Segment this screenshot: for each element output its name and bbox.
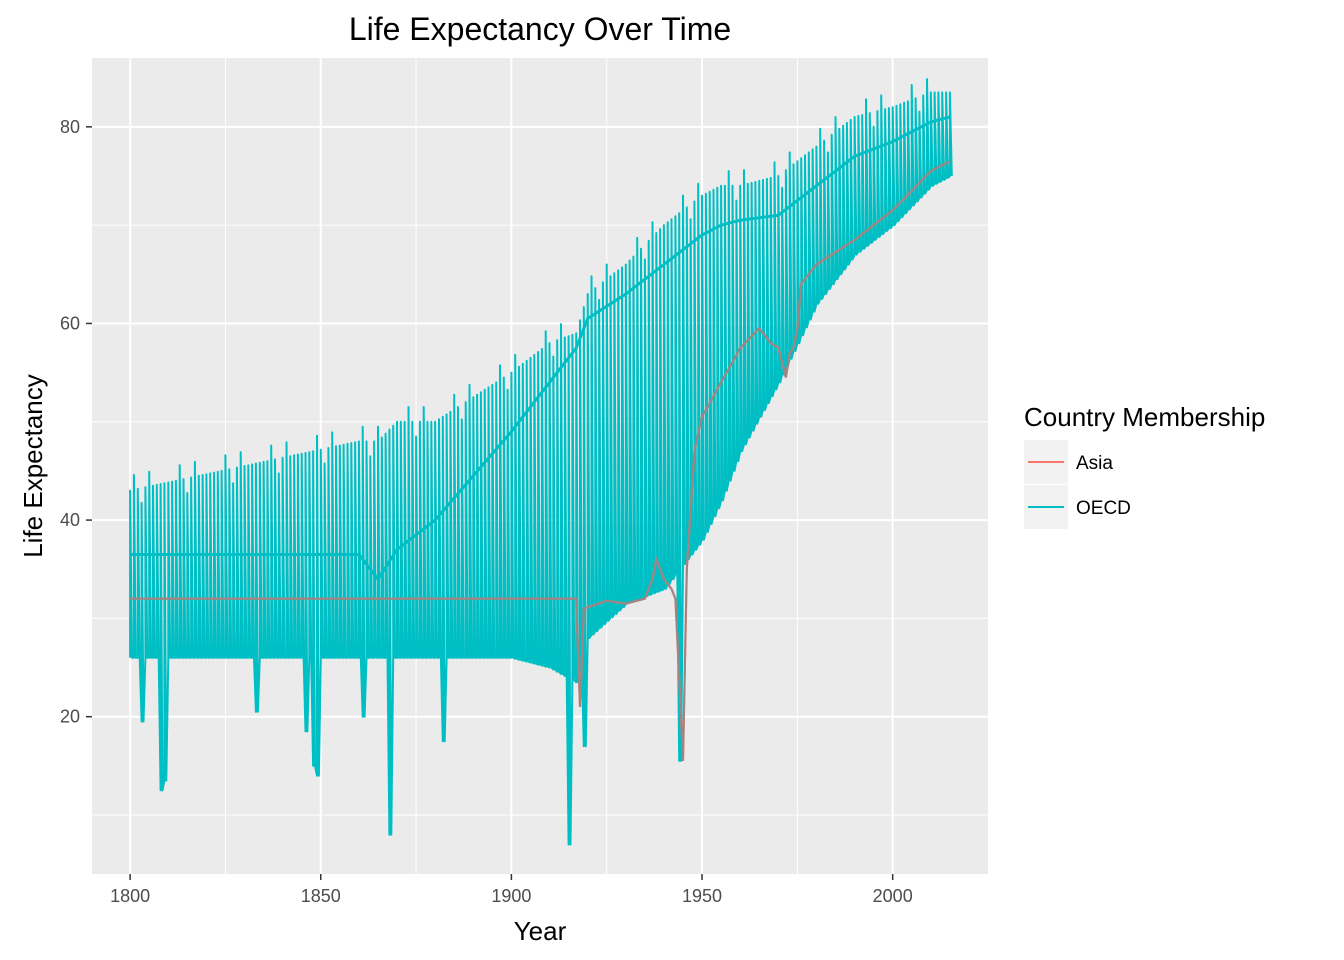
asia-series-layer bbox=[130, 160, 951, 761]
y-tick-label: 40 bbox=[60, 510, 80, 530]
x-axis-title: Year bbox=[514, 916, 567, 946]
legend-label-asia: Asia bbox=[1076, 453, 1113, 474]
y-tick-label: 80 bbox=[60, 117, 80, 137]
legend-title: Country Membership bbox=[1024, 402, 1265, 432]
gray-overlay-line bbox=[130, 160, 951, 761]
x-tick-label: 1950 bbox=[682, 886, 722, 906]
axis-ticks: 1800 1850 1900 1950 2000 20 40 60 80 bbox=[60, 117, 913, 906]
y-tick-label: 20 bbox=[60, 707, 80, 727]
y-tick-label: 60 bbox=[60, 313, 80, 333]
chart-title: Life Expectancy Over Time bbox=[349, 11, 731, 47]
legend-label-oecd: OECD bbox=[1076, 498, 1131, 519]
x-tick-label: 1800 bbox=[110, 886, 150, 906]
oecd-range-line bbox=[129, 78, 953, 846]
oecd-series-layer bbox=[129, 78, 953, 846]
x-tick-label: 2000 bbox=[873, 886, 913, 906]
x-tick-label: 1850 bbox=[301, 886, 341, 906]
y-axis-title: Life Expectancy bbox=[18, 374, 48, 558]
legend: Country Membership Asia OECD bbox=[1024, 402, 1265, 529]
oecd-median-line bbox=[130, 115, 951, 582]
x-tick-label: 1900 bbox=[491, 886, 531, 906]
